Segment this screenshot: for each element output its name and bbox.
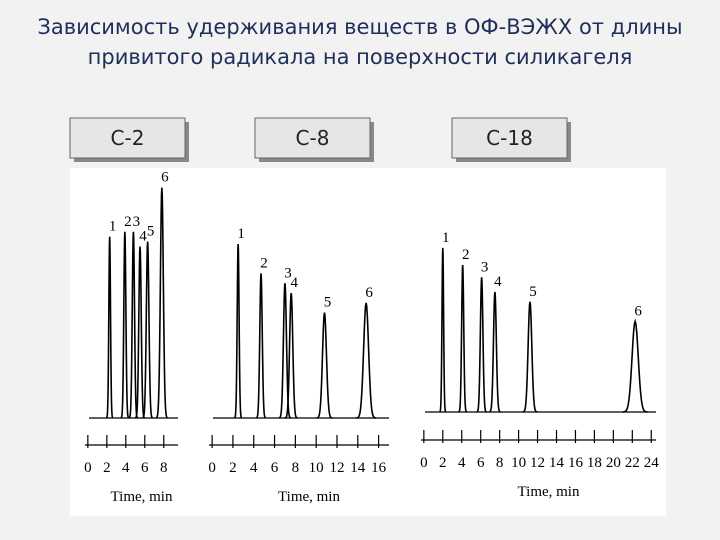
peak: [284, 292, 298, 419]
x-tick-label: 6: [141, 460, 149, 476]
x-tick-label: 2: [439, 455, 447, 471]
x-tick-label: 16: [371, 460, 387, 476]
title-line: Зависимость удерживания веществ в ОФ-ВЭЖ…: [37, 15, 682, 39]
x-tick-label: 6: [271, 460, 279, 476]
peak-label: 5: [529, 284, 537, 300]
peak-label: 3: [481, 259, 489, 275]
peak-label: 4: [290, 275, 298, 291]
x-tick-label: 8: [160, 460, 168, 476]
peak: [316, 312, 333, 419]
x-tick-label: 0: [208, 460, 216, 476]
x-tick-label: 6: [477, 455, 485, 471]
x-tick-label: 4: [458, 455, 466, 471]
x-axis-title: Time, min: [111, 489, 173, 505]
peak: [255, 273, 267, 419]
peak-label: 5: [324, 295, 332, 311]
peak: [234, 244, 243, 419]
peak: [439, 247, 447, 413]
peak: [458, 264, 468, 413]
x-tick-label: 4: [122, 460, 130, 476]
x-axis-title: Time, min: [278, 489, 340, 505]
x-tick-label: 24: [644, 455, 660, 471]
x-tick-label: 10: [511, 455, 526, 471]
label-box: [69, 117, 186, 159]
peak-label: 4: [494, 274, 502, 290]
peak: [135, 246, 146, 419]
x-axis-title: Time, min: [518, 484, 580, 500]
peak-label: 3: [133, 214, 141, 230]
peak: [356, 302, 377, 419]
peak: [120, 231, 130, 419]
x-tick-label: 14: [350, 460, 366, 476]
peak: [476, 277, 487, 413]
x-tick-label: 14: [549, 455, 565, 471]
peak: [489, 291, 501, 413]
peak: [622, 318, 648, 413]
peak-label: 6: [365, 285, 373, 301]
panel-title: C-2: [111, 126, 145, 150]
peak-label: 2: [462, 247, 470, 263]
panel-title: C-8: [296, 126, 330, 150]
x-tick-label: 22: [625, 455, 640, 471]
x-tick-label: 0: [420, 455, 428, 471]
x-tick-label: 2: [103, 460, 111, 476]
peak-label: 1: [442, 230, 450, 246]
peak-label: 6: [634, 303, 642, 319]
peak-label: 2: [124, 214, 132, 230]
x-tick-label: 12: [329, 460, 344, 476]
x-tick-label: 8: [496, 455, 504, 471]
peak-label: 3: [284, 265, 292, 281]
peak-label: 1: [237, 226, 245, 242]
x-tick-label: 4: [250, 460, 258, 476]
peak: [142, 241, 154, 419]
peak-label: 1: [109, 219, 117, 235]
x-tick-label: 20: [606, 455, 621, 471]
panel-title: C-18: [486, 126, 533, 150]
title-line: привитого радикала на поверхности силика…: [88, 45, 633, 69]
peak-label: 5: [147, 224, 155, 240]
peak-label: 6: [161, 170, 169, 186]
peak: [522, 301, 538, 413]
peak: [105, 236, 114, 419]
x-tick-label: 2: [229, 460, 237, 476]
peak: [155, 187, 168, 419]
peak-label: 2: [260, 255, 268, 271]
label-box: [254, 117, 371, 159]
peak-label: 4: [139, 229, 147, 245]
x-tick-label: 10: [309, 460, 324, 476]
x-tick-label: 0: [84, 460, 92, 476]
x-tick-label: 16: [568, 455, 584, 471]
x-tick-label: 12: [530, 455, 545, 471]
x-tick-label: 8: [292, 460, 300, 476]
label-box: [451, 117, 568, 159]
x-tick-label: 18: [587, 455, 602, 471]
peak: [278, 283, 292, 419]
